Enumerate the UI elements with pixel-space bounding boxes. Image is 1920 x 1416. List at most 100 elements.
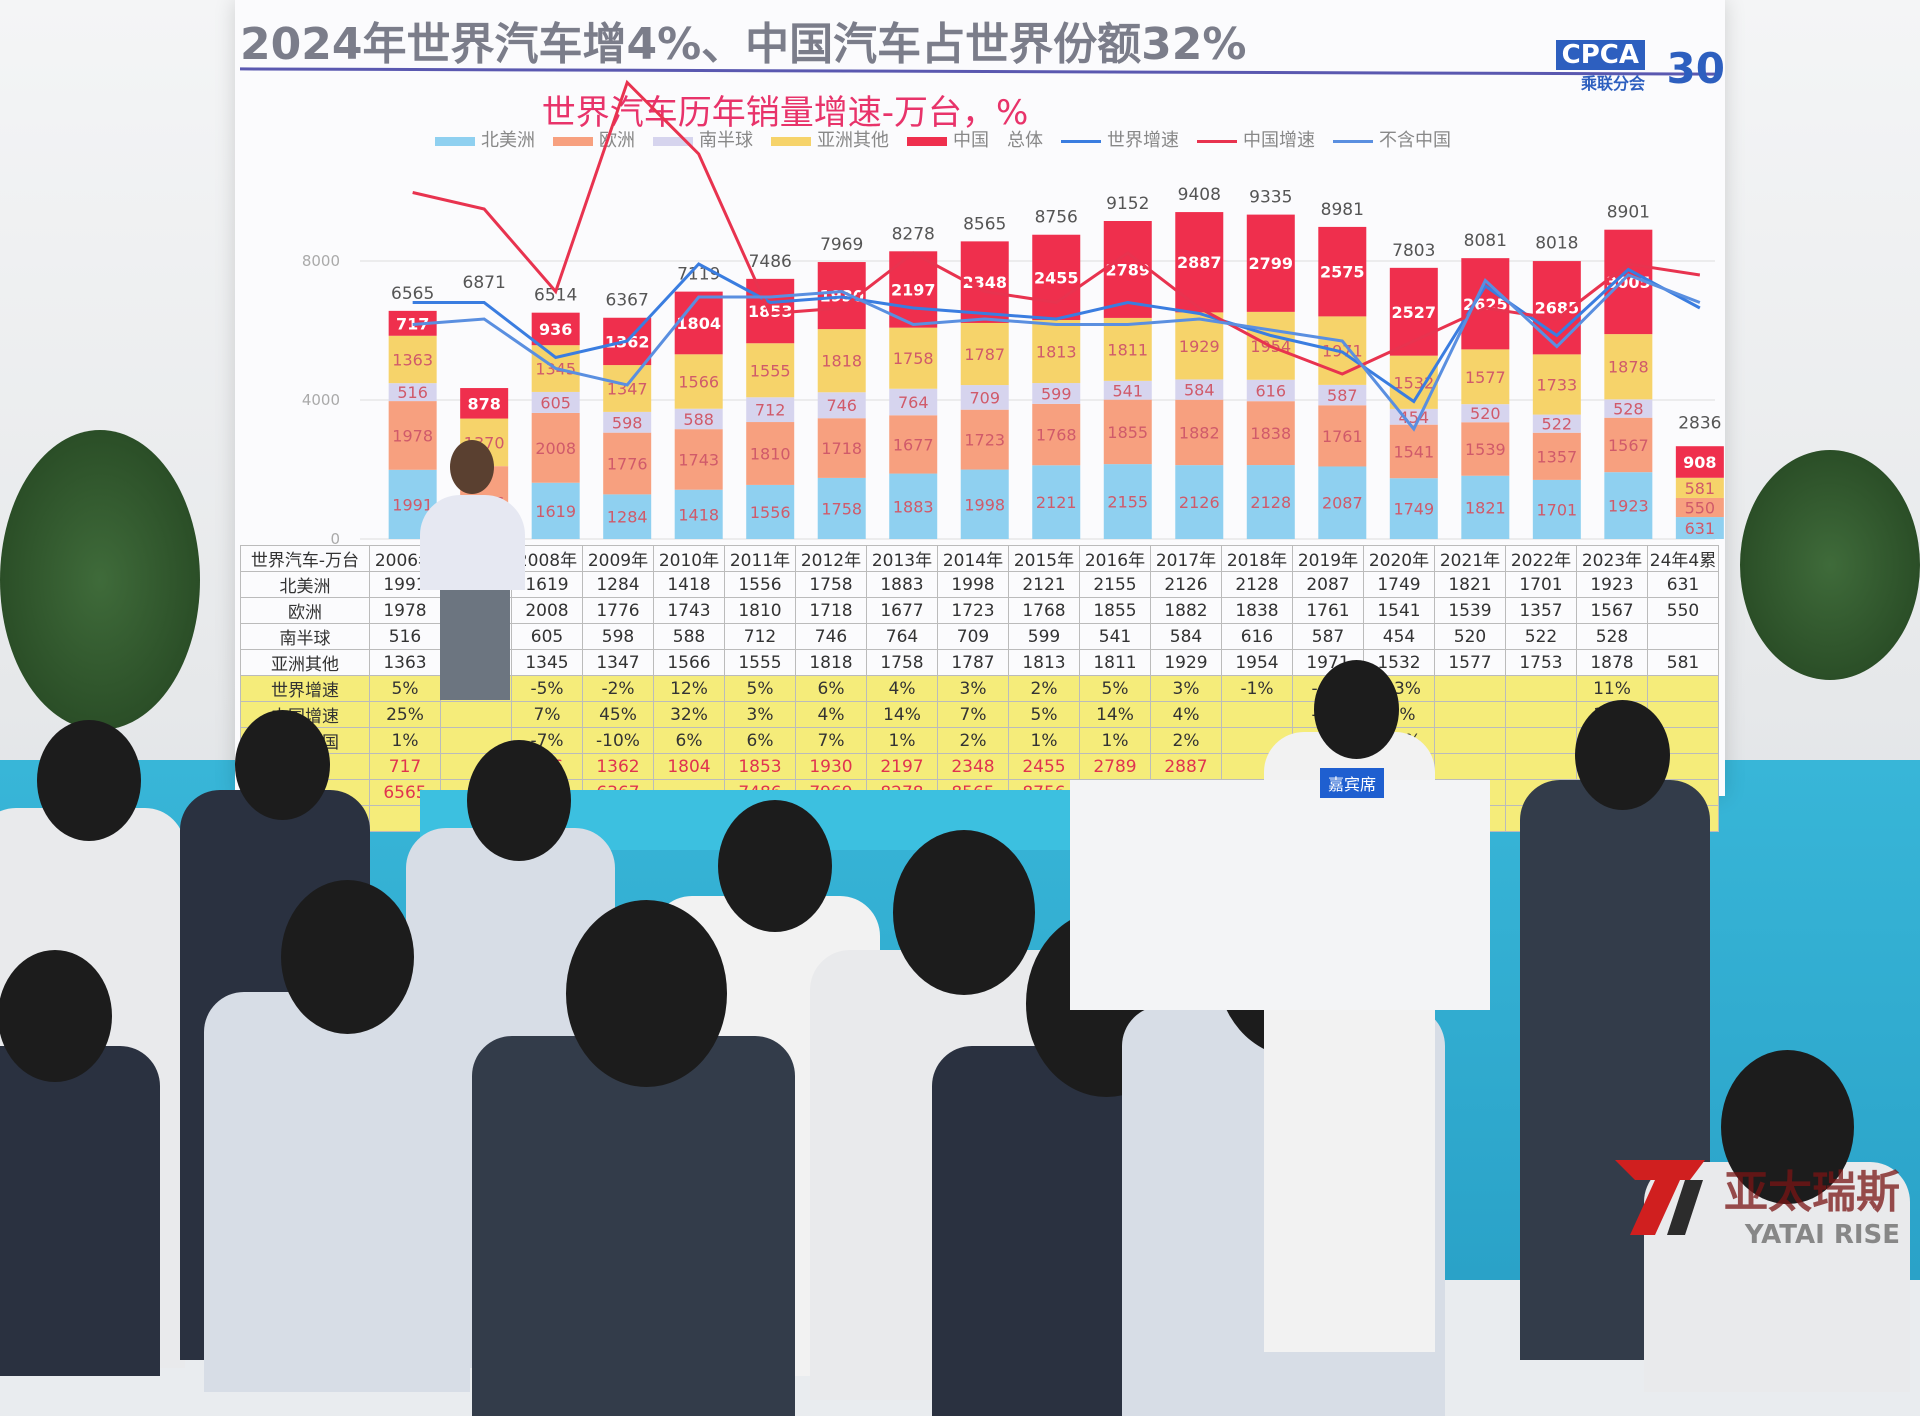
table-cell: -1% xyxy=(1221,675,1293,702)
bar-segment-亚洲其他 xyxy=(388,335,437,384)
bar-value-label: 1998 xyxy=(964,495,1005,514)
anniversary-logo: 30 xyxy=(1666,44,1725,93)
table-cell: -5% xyxy=(511,675,583,702)
legend-label: 中国增速 xyxy=(1243,130,1315,151)
bar-segment-北美洲 xyxy=(1175,465,1224,539)
table-cell: 1567 xyxy=(1576,597,1648,624)
table-cell: 2789 xyxy=(1079,753,1151,780)
bar-value-label: 1991 xyxy=(392,495,433,514)
bar-segment-南半球 xyxy=(817,392,866,419)
bar-value-label: 520 xyxy=(1470,404,1501,423)
bar-segment-南半球 xyxy=(960,385,1009,410)
table-cell: 12% xyxy=(653,675,725,702)
table-cell: 4% xyxy=(866,675,938,702)
bar-value-label: 1883 xyxy=(893,497,934,516)
year-header-cell: 2023年 xyxy=(1576,545,1648,572)
bar-value-label: 1787 xyxy=(964,345,1005,364)
bar-segment-亚洲其他 xyxy=(1675,477,1724,498)
bar-value-label: 2197 xyxy=(891,280,936,299)
table-cell: 2126 xyxy=(1150,571,1222,598)
guest-table: 嘉宾席 xyxy=(1070,768,1490,1010)
legend-item: 北美洲 xyxy=(435,126,535,152)
table-cell: 6% xyxy=(653,727,725,754)
table-cell: 32% xyxy=(653,701,725,728)
bar-segment-南半球 xyxy=(1461,404,1510,423)
bar-total-label: 8565 xyxy=(963,214,1006,234)
bar-segment-南半球 xyxy=(1175,379,1224,400)
bar-segment-南半球 xyxy=(1246,379,1295,402)
y-tick-label: 8000 xyxy=(302,252,340,270)
legend-item: 总体 xyxy=(1007,126,1043,152)
table-cell: 528 xyxy=(1576,623,1648,650)
bar-segment-北美洲 xyxy=(1604,472,1653,539)
table-cell: 14% xyxy=(1079,701,1151,728)
row-label: 世界增速 xyxy=(240,675,370,702)
bar-value-label: 1284 xyxy=(607,508,648,527)
table-cell xyxy=(1505,727,1577,754)
table-cell xyxy=(1647,623,1719,650)
table-cell: 1758 xyxy=(866,649,938,676)
bar-value-label: 1929 xyxy=(1179,337,1220,356)
bar-value-label: 2887 xyxy=(1177,253,1222,272)
legend-item: 不含中国 xyxy=(1333,126,1451,152)
bar-total-label: 9335 xyxy=(1249,188,1292,208)
bar-segment-北美洲 xyxy=(1675,517,1724,539)
year-header-cell: 2020年 xyxy=(1363,545,1435,572)
guest-table-sign: 嘉宾席 xyxy=(1320,768,1385,798)
bar-value-label: 599 xyxy=(1041,384,1072,403)
table-cell xyxy=(1505,753,1577,780)
bar-value-label: 1882 xyxy=(1179,423,1220,442)
table-cell: 1541 xyxy=(1363,597,1435,624)
audience-member-head xyxy=(466,740,571,861)
table-cell: 1882 xyxy=(1150,597,1222,624)
table-cell: 717 xyxy=(369,753,441,780)
table-cell: 1418 xyxy=(653,571,725,598)
bar-value-label: 1347 xyxy=(607,379,648,398)
bar-segment-南半球 xyxy=(1032,383,1081,404)
bar-segment-中国 xyxy=(1032,234,1081,321)
bar-segment-欧洲 xyxy=(960,409,1009,470)
bar-segment-南半球 xyxy=(388,383,437,402)
legend-swatch xyxy=(653,136,693,146)
bar-segment-欧洲 xyxy=(674,429,723,490)
bar-segment-中国 xyxy=(1318,226,1367,317)
audience-member-head xyxy=(718,800,832,932)
bar-segment-南半球 xyxy=(531,391,580,413)
bar-segment-欧洲 xyxy=(1461,422,1510,476)
table-cell: 1758 xyxy=(795,571,867,598)
bar-segment-北美洲 xyxy=(746,484,795,539)
row-label: 亚洲其他 xyxy=(240,649,370,676)
table-cell: 1% xyxy=(1079,727,1151,754)
bar-value-label: 1357 xyxy=(1536,447,1577,466)
table-cell: 7% xyxy=(937,701,1009,728)
bar-segment-中国 xyxy=(531,312,580,346)
bar-segment-南半球 xyxy=(1604,399,1653,418)
bar-value-label: 908 xyxy=(1683,453,1716,472)
bar-value-label: 1776 xyxy=(607,455,648,474)
bar-value-label: 541 xyxy=(1112,381,1143,400)
table-cell: 14% xyxy=(866,701,938,728)
table-cell: 599 xyxy=(1008,623,1080,650)
audience-member-head xyxy=(36,720,141,841)
bar-value-label: 1813 xyxy=(1036,343,1077,362)
potted-plant-right xyxy=(1740,450,1920,680)
audience-member-head xyxy=(1313,660,1399,759)
bar-value-label: 764 xyxy=(898,393,929,412)
bar-value-label: 616 xyxy=(1256,381,1287,400)
bar-value-label: 528 xyxy=(1613,400,1644,419)
cpca-logo: CPCA 乘联分会 xyxy=(1555,40,1645,94)
table-cell: 1998 xyxy=(937,571,1009,598)
bar-segment-北美洲 xyxy=(531,482,580,539)
audience-member-head xyxy=(565,900,727,1087)
bar-value-label: 1923 xyxy=(1608,497,1649,516)
table-cell: 1347 xyxy=(582,649,654,676)
bar-value-label: 588 xyxy=(683,410,714,429)
table-cell xyxy=(1221,701,1293,728)
chart-legend: 北美洲 欧洲 南半球 亚洲其他 中国 总体 世界增速 中国增速 不含中国 xyxy=(435,126,1451,152)
table-row: 中国71793613621804185319302197234824552789… xyxy=(240,753,1719,780)
bar-segment-北美洲 xyxy=(889,473,938,539)
bar-value-label: 598 xyxy=(612,413,643,432)
table-cell: 3% xyxy=(1150,675,1222,702)
table-cell: 1753 xyxy=(1505,649,1577,676)
table-row: 中国增速25%7%45%32%3%4%14%7%5%14%4%-8%-2%12% xyxy=(240,701,1719,728)
